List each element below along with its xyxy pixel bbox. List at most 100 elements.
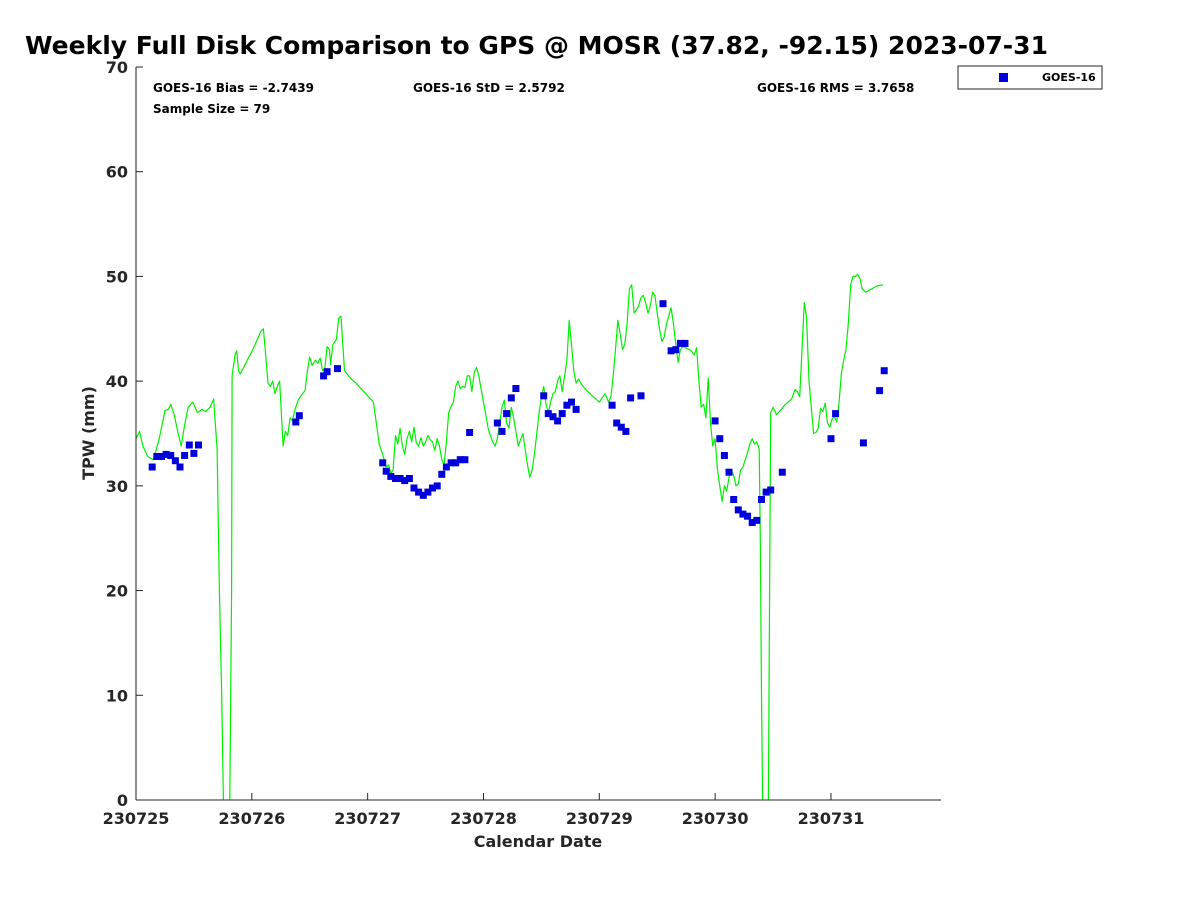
std-stat: GOES-16 StD = 2.5792 — [413, 81, 565, 95]
goes-data-point — [622, 427, 630, 435]
goes-data-point — [195, 441, 202, 449]
goes-data-point — [320, 372, 328, 380]
goes-data-point — [512, 385, 520, 392]
goes-data-point — [493, 419, 501, 427]
bias-stat: GOES-16 Bias = -2.7439 — [153, 81, 314, 95]
goes-data-point — [554, 417, 562, 425]
goes-data-point — [405, 475, 413, 482]
x-tick-label: 230727 — [334, 809, 401, 828]
goes-data-point — [739, 510, 747, 518]
gps-series-line — [229, 284, 764, 801]
goes-data-point — [734, 506, 742, 514]
goes-data-point — [176, 463, 184, 471]
goes-data-point — [466, 429, 474, 436]
goes-data-point — [447, 459, 455, 467]
goes-data-point — [433, 482, 441, 490]
goes-marker-layer — [148, 300, 888, 526]
x-axis-label: Calendar Date — [474, 832, 603, 851]
x-tick-label: 230728 — [450, 809, 517, 828]
goes-data-point — [876, 387, 884, 395]
goes-data-point — [503, 410, 511, 418]
goes-data-point — [429, 484, 436, 492]
goes-data-point — [379, 459, 387, 467]
goes-data-point — [498, 427, 506, 435]
goes-data-point — [563, 401, 571, 409]
goes-data-point — [659, 300, 667, 308]
goes-data-point — [424, 488, 432, 496]
x-tick-label: 230725 — [103, 809, 170, 828]
y-axis-label: TPW (mm) — [79, 386, 98, 480]
goes-data-point — [401, 477, 409, 485]
x-tick-label: 230726 — [218, 809, 285, 828]
goes-data-point — [442, 463, 450, 471]
legend: GOES-16 — [957, 65, 1103, 90]
goes-data-point — [711, 417, 719, 425]
goes-data-point — [748, 519, 756, 526]
x-axis-ticks: 230725 230726 230727 230728 230729 230730 2307… — [103, 793, 865, 828]
goes-data-point — [158, 453, 165, 460]
x-tick-label: 230729 — [566, 809, 633, 828]
gps-series-line — [767, 273, 884, 801]
legend-marker-icon — [999, 73, 1008, 82]
goes-data-point — [617, 423, 625, 431]
goes-data-point — [171, 457, 179, 465]
goes-data-point — [181, 452, 189, 459]
goes-data-point — [148, 463, 156, 471]
goes-data-point — [419, 491, 427, 499]
plot-background — [136, 67, 941, 800]
goes-data-point — [334, 365, 341, 373]
goes-data-point — [627, 394, 635, 402]
x-tick-label: 230730 — [682, 809, 749, 828]
y-tick-label: 40 — [106, 372, 128, 391]
y-tick-label: 60 — [106, 163, 128, 182]
goes-data-point — [323, 368, 331, 376]
gps-line-layer — [135, 273, 884, 801]
goes-data-point — [672, 346, 680, 354]
goes-data-point — [392, 475, 399, 482]
legend-box — [957, 65, 1103, 90]
goes-data-point — [185, 441, 193, 449]
x-tick-label: 230731 — [798, 809, 865, 828]
chart-title: Weekly Full Disk Comparison to GPS @ MOS… — [25, 31, 1048, 60]
goes-data-point — [162, 450, 170, 458]
legend-label: GOES-16 — [1042, 71, 1096, 84]
goes-data-point — [730, 496, 738, 503]
goes-data-point — [827, 435, 835, 443]
goes-data-point — [461, 456, 469, 464]
goes-data-point — [744, 512, 752, 520]
goes-data-point — [540, 392, 548, 400]
goes-data-point — [396, 475, 404, 482]
goes-data-point — [558, 410, 566, 418]
goes-data-point — [544, 410, 552, 418]
y-tick-label: 50 — [106, 267, 128, 286]
goes-data-point — [753, 516, 761, 524]
goes-data-point — [292, 418, 300, 426]
goes-data-point — [190, 449, 198, 457]
goes-data-point — [295, 412, 303, 420]
goes-data-point — [167, 452, 175, 459]
goes-data-point — [507, 394, 515, 402]
goes-data-point — [758, 496, 765, 503]
goes-data-point — [859, 439, 867, 447]
goes-data-point — [456, 456, 464, 464]
rms-stat: GOES-16 RMS = 3.7658 — [757, 81, 914, 95]
goes-data-point — [637, 392, 645, 400]
goes-data-point — [667, 347, 675, 355]
y-tick-label: 70 — [106, 58, 128, 77]
goes-data-point — [382, 467, 390, 475]
goes-data-point — [572, 405, 580, 413]
y-axis-ticks: 0 10 20 30 40 50 60 70 — [106, 58, 143, 810]
goes-data-point — [410, 484, 418, 492]
goes-data-point — [613, 419, 621, 427]
goes-data-point — [762, 488, 770, 496]
y-tick-label: 30 — [106, 477, 128, 496]
goes-data-point — [767, 486, 775, 494]
goes-data-point — [725, 468, 733, 476]
goes-data-point — [720, 452, 728, 459]
y-tick-label: 20 — [106, 582, 128, 601]
goes-data-point — [681, 339, 689, 347]
y-tick-label: 10 — [106, 686, 128, 705]
goes-data-point — [387, 472, 395, 480]
sample-size-stat: Sample Size = 79 — [153, 102, 270, 116]
goes-data-point — [415, 488, 423, 496]
